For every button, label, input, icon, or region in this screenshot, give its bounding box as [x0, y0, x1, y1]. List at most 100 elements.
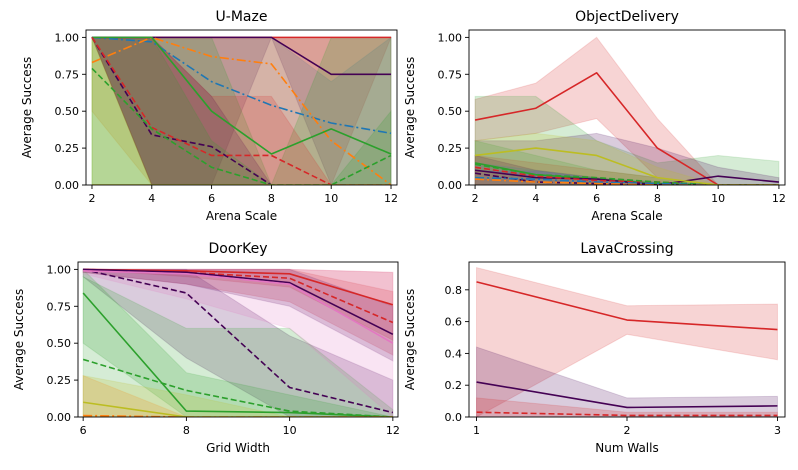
y-tick-label: 0.8: [445, 284, 463, 297]
series-line: [91, 36, 392, 155]
series-line: [476, 281, 778, 331]
confidence-band: [82, 268, 394, 362]
confidence-band: [82, 374, 393, 417]
y-tick-label: 0.50: [55, 105, 80, 118]
x-tick-label: 10: [283, 424, 297, 437]
axes-frame: [77, 261, 399, 418]
confidence-band: [91, 37, 392, 185]
confidence-band: [83, 268, 394, 342]
confidence-band: [476, 346, 778, 417]
y-tick-label: 0.50: [438, 105, 463, 118]
x-tick-label: 8: [183, 424, 190, 437]
plot-area: [476, 266, 778, 417]
confidence-band: [82, 375, 393, 417]
confidence-band: [82, 268, 394, 417]
x-tick-label: 10: [324, 192, 338, 205]
y-axis-label: Average Success: [403, 289, 417, 390]
x-tick-label: 10: [711, 192, 725, 205]
chart-title: DoorKey: [208, 241, 267, 257]
confidence-band: [476, 266, 778, 417]
axes-frame: [85, 29, 398, 186]
series-line: [474, 147, 779, 185]
series-line: [82, 358, 393, 417]
y-tick-label: 1.00: [55, 31, 80, 44]
y-tick-label: 0.75: [47, 300, 72, 313]
series-line: [83, 414, 393, 417]
plot-area: [474, 36, 780, 185]
y-tick-label: 1.00: [47, 263, 72, 276]
confidence-band: [474, 169, 779, 185]
series-line: [91, 67, 392, 185]
x-tick-label: 8: [268, 192, 275, 205]
y-tick-label: 0.75: [55, 68, 80, 81]
chart-panel: 6 8 10 12 0.00 0.25 0.50 0.75 1.00 DoorKey Grid Wi…: [12, 241, 400, 455]
series-line: [83, 401, 393, 417]
x-tick-label: 2: [472, 192, 479, 205]
series-line: [83, 268, 394, 324]
y-tick-label: 0.75: [438, 68, 463, 81]
confidence-band: [91, 36, 392, 185]
confidence-band: [82, 268, 394, 356]
confidence-band: [474, 95, 780, 185]
confidence-band: [82, 268, 394, 417]
y-tick-label: 0.00: [47, 411, 72, 424]
series-line: [82, 268, 394, 414]
chart-title: LavaCrossing: [580, 241, 673, 257]
x-axis-label: Arena Scale: [591, 209, 662, 223]
confidence-band: [82, 268, 393, 417]
chart-title: U-Maze: [216, 9, 268, 25]
x-axis-label: Arena Scale: [206, 209, 277, 223]
x-tick-label: 4: [532, 192, 539, 205]
axes-frame: [468, 29, 786, 186]
series-line: [474, 169, 780, 185]
chart-panel: 2 4 6 8 10 12 0.00 0.25 0.50 0.75 1.00 ObjectDelive…: [403, 9, 786, 223]
x-tick-label: 2: [88, 192, 95, 205]
x-tick-label: 12: [386, 424, 400, 437]
x-axis-label: Num Walls: [595, 441, 658, 455]
x-tick-label: 6: [80, 424, 87, 437]
y-tick-label: 0.2: [445, 379, 463, 392]
x-tick-label: 2: [624, 424, 631, 437]
chart-title: ObjectDelivery: [575, 9, 679, 25]
confidence-band: [474, 132, 780, 185]
y-tick-label: 0.4: [445, 347, 463, 360]
y-tick-label: 0.00: [55, 179, 80, 192]
series-line: [476, 381, 778, 409]
x-tick-label: 3: [774, 424, 781, 437]
confidence-band: [474, 132, 779, 185]
series-line: [474, 72, 779, 185]
series-line: [83, 268, 394, 336]
y-tick-label: 0.0: [445, 411, 463, 424]
series-line: [91, 36, 392, 185]
x-tick-label: 6: [593, 192, 600, 205]
series-line: [91, 36, 392, 135]
chart-panel: 2 4 6 8 10 12 0.00 0.25 0.50 0.75 1.00 U-Maze Arena …: [20, 9, 398, 223]
x-tick-label: 1: [473, 424, 480, 437]
y-tick-label: 0.6: [445, 316, 463, 329]
plot-area: [82, 268, 394, 417]
y-axis-label: Average Success: [403, 57, 417, 158]
y-tick-label: 0.25: [55, 142, 80, 155]
x-tick-label: 6: [208, 192, 215, 205]
x-tick-label: 12: [384, 192, 398, 205]
plot-area: [91, 36, 392, 185]
series-line: [476, 411, 778, 417]
y-tick-label: 0.00: [438, 179, 463, 192]
y-tick-label: 1.00: [438, 31, 463, 44]
series-line: [83, 270, 394, 344]
confidence-band: [91, 36, 392, 185]
x-tick-label: 4: [148, 192, 155, 205]
confidence-band: [474, 140, 779, 185]
x-tick-label: 12: [772, 192, 786, 205]
y-axis-label: Average Success: [12, 289, 26, 390]
series-line: [91, 36, 392, 185]
x-axis-label: Grid Width: [206, 441, 270, 455]
series-line: [91, 36, 392, 185]
y-tick-label: 0.50: [47, 337, 72, 350]
y-tick-label: 0.25: [438, 142, 463, 155]
chart-panel: 1 2 3 0.0 0.2 0.4 0.6 0.8 LavaCrossing Num Walls A…: [403, 241, 786, 455]
confidence-band: [476, 397, 778, 417]
x-tick-label: 8: [654, 192, 661, 205]
confidence-band: [91, 36, 392, 185]
